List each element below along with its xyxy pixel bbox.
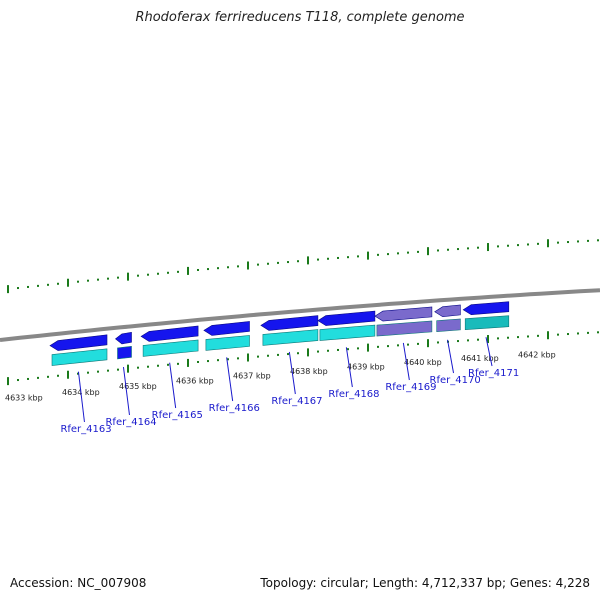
genome-summary-text: Topology: circular; Length: 4,712,337 bp…: [260, 576, 590, 590]
gene-label[interactable]: Rfer_4166: [209, 403, 260, 414]
kbp-label: 4640 kbp: [404, 358, 442, 367]
gene-leader-line: [485, 337, 493, 367]
gene-strip[interactable]: [51, 348, 108, 366]
gene-label[interactable]: Rfer_4164: [105, 417, 156, 428]
gene-arrow[interactable]: [434, 304, 461, 318]
gene-arrow[interactable]: [203, 321, 250, 336]
kbp-label: 4635 kbp: [119, 382, 157, 391]
gene-label[interactable]: Rfer_4163: [60, 424, 111, 435]
kbp-label: 4639 kbp: [347, 362, 385, 371]
gene-arrow[interactable]: [374, 306, 433, 322]
gene-strip[interactable]: [376, 320, 433, 337]
gene-arrow[interactable]: [462, 301, 510, 316]
kbp-label: 4633 kbp: [5, 394, 43, 403]
gene-leader-line: [122, 367, 130, 416]
kbp-label: 4636 kbp: [176, 377, 214, 386]
top-tick-track: [7, 239, 599, 294]
gene-arrow[interactable]: [49, 334, 108, 351]
kbp-label: 4638 kbp: [290, 367, 328, 376]
gene-label[interactable]: Rfer_4167: [271, 396, 322, 407]
gene-leader-line: [288, 351, 296, 395]
gene-strip[interactable]: [142, 339, 199, 357]
bottom-tick-track: [7, 331, 599, 386]
gene-leader-line: [169, 362, 177, 409]
gene-leader-line: [402, 342, 410, 381]
gene-label[interactable]: Rfer_4171: [468, 368, 519, 379]
kbp-label: 4642 kbp: [518, 351, 556, 360]
gene-label[interactable]: Rfer_4165: [152, 410, 203, 421]
genome-backbone: [0, 288, 600, 342]
gene-label[interactable]: Rfer_4170: [430, 375, 481, 386]
gene-strip[interactable]: [262, 329, 319, 346]
gene-label[interactable]: Rfer_4168: [328, 389, 379, 400]
gene-strip[interactable]: [436, 318, 461, 333]
gene-arrow[interactable]: [140, 325, 199, 342]
gene-arrow[interactable]: [115, 331, 132, 345]
gene-arrow[interactable]: [317, 310, 376, 326]
gene-label[interactable]: Rfer_4169: [385, 382, 436, 393]
gene-strip[interactable]: [464, 315, 510, 331]
gene-arrow[interactable]: [260, 315, 319, 331]
gene-strip[interactable]: [205, 335, 250, 351]
gene-track: [49, 301, 510, 366]
kbp-label: 4637 kbp: [233, 372, 271, 381]
gene-strip[interactable]: [117, 345, 132, 360]
gene-leader-line: [447, 339, 455, 374]
gene-strip[interactable]: [319, 324, 376, 341]
gene-leader-line: [226, 357, 234, 402]
kbp-label: 4641 kbp: [461, 354, 499, 363]
gene-leader-line: [77, 371, 85, 423]
accession-text: Accession: NC_007908: [10, 576, 147, 590]
genome-title: Rhodoferax ferrireducens T118, complete …: [135, 10, 465, 25]
gene-leader-line: [345, 347, 353, 388]
